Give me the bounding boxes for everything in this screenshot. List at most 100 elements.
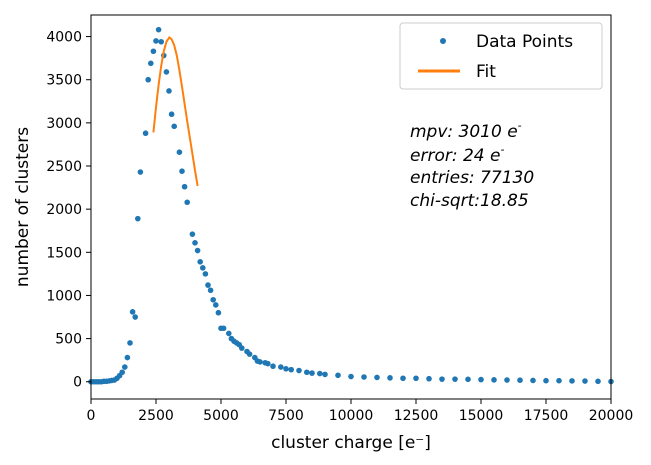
data-point [127, 340, 133, 346]
data-point [197, 258, 203, 265]
data-point [569, 378, 575, 384]
data-point [413, 375, 419, 382]
data-point [150, 48, 157, 55]
data-point [194, 247, 201, 254]
x-tick-label: 2500 [138, 408, 174, 424]
data-point [517, 377, 523, 383]
data-point [207, 287, 214, 294]
data-point [582, 378, 588, 384]
data-point [119, 369, 125, 376]
x-tick-label: 17500 [524, 408, 569, 424]
fit-line [152, 35, 199, 187]
y-tick-label: 500 [55, 332, 82, 348]
y-tick-label: 1000 [46, 288, 82, 304]
annotation-entries: entries: 77130 [410, 168, 534, 188]
x-tick-label: 12500 [394, 408, 439, 424]
data-point [296, 367, 302, 374]
data-point [335, 372, 341, 379]
data-point [220, 325, 227, 332]
data-point [210, 296, 216, 303]
x-tick-label: 20000 [589, 408, 634, 424]
data-point [215, 309, 222, 316]
data-point [278, 364, 284, 370]
data-point [426, 375, 432, 382]
y-tick-label: 0 [73, 375, 82, 391]
data-point [387, 375, 393, 381]
data-point [452, 376, 458, 382]
data-point [189, 231, 196, 237]
data-point [200, 265, 206, 271]
data-point [226, 330, 232, 337]
data-point [122, 364, 128, 370]
data-point [148, 60, 154, 67]
data-point [132, 314, 138, 320]
legend-label-fit: Fit [476, 62, 496, 82]
data-point [491, 377, 497, 383]
x-tick-label: 5000 [203, 408, 239, 424]
data-point [374, 374, 380, 381]
data-point [179, 168, 185, 174]
data-point [129, 309, 136, 315]
annotation-error: error: 24 e- [410, 143, 504, 166]
y-axis-label: number of clusters [13, 127, 33, 287]
data-point [202, 271, 209, 277]
x-tick-label: 0 [87, 408, 96, 424]
data-point [270, 363, 276, 370]
data-point [257, 359, 263, 365]
axis-ticks: 0 2500 5000 7500 10000 12500 15000 17500 20000 0 5… [46, 30, 633, 424]
y-tick-label: 1500 [46, 245, 82, 261]
x-axis-label: cluster charge [e⁻] [271, 433, 431, 453]
data-point [137, 169, 144, 175]
x-tick-label: 15000 [459, 408, 504, 424]
x-tick-label: 10000 [329, 408, 374, 424]
data-point [317, 370, 323, 377]
data-point [543, 377, 549, 384]
data-point [192, 240, 198, 246]
legend-marker-data-points [440, 38, 446, 44]
data-point [530, 377, 536, 384]
annotation-mpv: mpv: 3010 e- [410, 119, 522, 142]
plot-area [88, 26, 614, 385]
data-point [246, 351, 253, 357]
data-point [239, 345, 245, 351]
data-point [504, 377, 510, 383]
data-point [181, 183, 188, 190]
data-point [168, 111, 175, 118]
data-point [145, 76, 151, 83]
data-point [304, 369, 310, 376]
data-point [400, 375, 406, 382]
legend-label-data-points: Data Points [476, 32, 573, 52]
data-point [309, 370, 315, 376]
data-point [288, 366, 295, 373]
data-point [124, 354, 131, 361]
data-point [439, 376, 445, 382]
data-point [171, 123, 177, 130]
data-point [556, 377, 562, 384]
data-point [205, 282, 211, 288]
y-tick-label: 2500 [46, 159, 82, 175]
data-point [176, 149, 183, 156]
data-point [595, 378, 601, 385]
annotation-chi-sqrt: chi-sqrt:18.85 [410, 191, 529, 211]
data-point [348, 373, 354, 380]
data-point [166, 88, 172, 94]
data-point [155, 26, 162, 33]
y-tick-label: 4000 [46, 30, 82, 46]
data-point [265, 360, 271, 367]
plot-frame [90, 14, 612, 400]
y-tick-label: 3000 [46, 116, 82, 132]
data-point [283, 365, 289, 372]
data-point [478, 376, 484, 383]
data-point [135, 215, 141, 222]
data-point [184, 199, 190, 206]
data-point [153, 38, 159, 44]
fit-annotations: mpv: 3010 e- error: 24 e- entries: 77130… [410, 119, 534, 211]
data-point [322, 371, 328, 378]
y-tick-label: 2000 [46, 202, 82, 218]
data-point [142, 130, 149, 137]
y-tick-label: 3500 [46, 73, 82, 89]
data-point [213, 302, 219, 308]
data-point [158, 38, 164, 45]
data-point [163, 69, 170, 75]
